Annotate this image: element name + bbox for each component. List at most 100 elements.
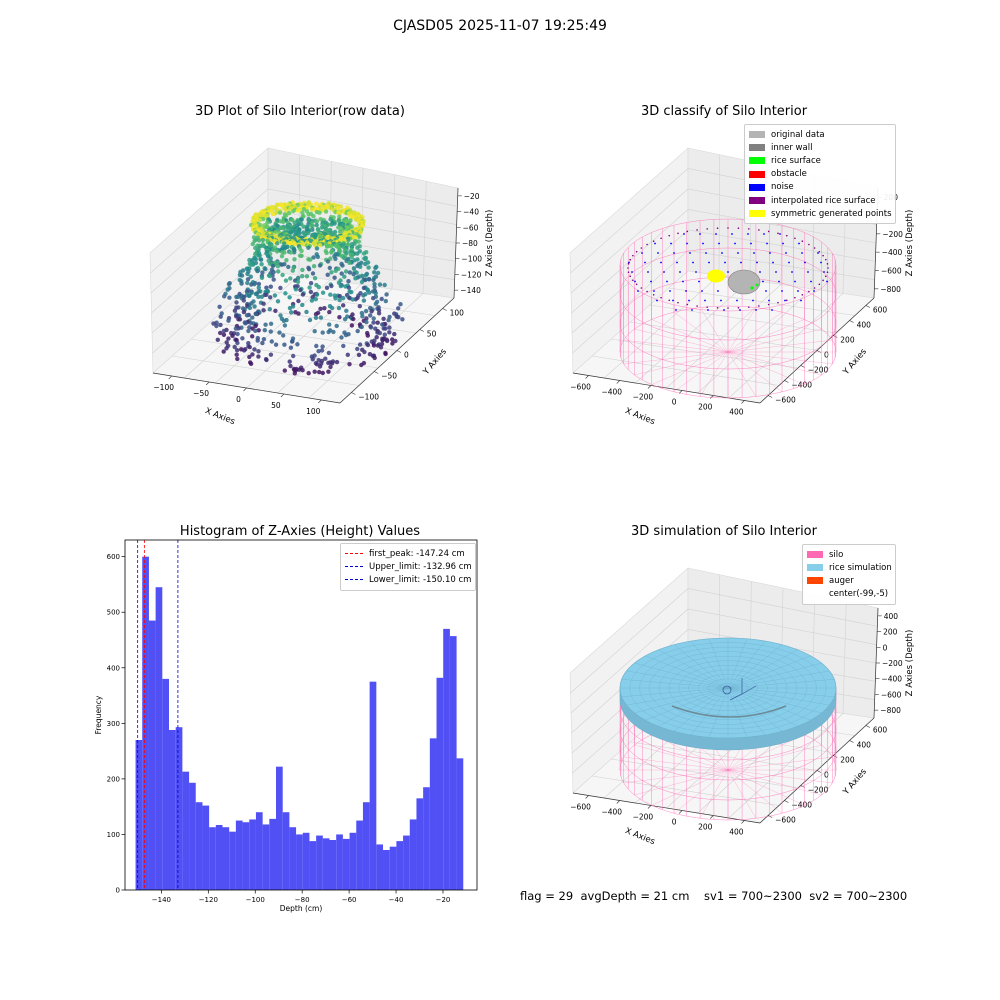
noise-point bbox=[823, 271, 825, 273]
data-point bbox=[350, 297, 355, 302]
data-point bbox=[275, 299, 281, 304]
interpolated-point bbox=[652, 240, 655, 243]
z-tick-label: −60 bbox=[463, 223, 479, 232]
noise-point bbox=[708, 261, 710, 264]
data-point bbox=[211, 321, 216, 326]
data-point bbox=[288, 363, 293, 369]
data-point bbox=[226, 336, 231, 341]
interpolated-point bbox=[758, 305, 760, 307]
noise-point bbox=[723, 309, 725, 311]
noise-point bbox=[804, 261, 806, 264]
data-point bbox=[252, 304, 257, 309]
histogram-bar bbox=[356, 820, 363, 890]
data-point bbox=[390, 341, 395, 346]
histogram-bar bbox=[222, 827, 230, 890]
noise-point bbox=[731, 233, 733, 235]
noise-point bbox=[657, 252, 659, 254]
data-point bbox=[318, 306, 323, 311]
data-point bbox=[364, 319, 369, 325]
histogram-bar bbox=[369, 681, 377, 890]
data-point bbox=[366, 265, 371, 270]
data-point bbox=[258, 257, 264, 262]
histogram-bar bbox=[443, 628, 450, 890]
data-point bbox=[289, 339, 295, 344]
noise-point bbox=[689, 252, 691, 254]
legend-item: inner wall bbox=[749, 141, 891, 154]
data-point bbox=[250, 352, 255, 357]
data-point bbox=[357, 342, 363, 347]
data-point bbox=[318, 243, 323, 248]
data-point bbox=[361, 285, 367, 291]
data-point bbox=[358, 264, 363, 269]
data-point bbox=[218, 330, 223, 336]
data-point bbox=[311, 255, 316, 260]
silo-floor-spoke bbox=[623, 769, 729, 784]
noise-point bbox=[705, 252, 707, 254]
data-point bbox=[329, 244, 334, 249]
data-point bbox=[287, 305, 293, 311]
data-point bbox=[292, 250, 297, 255]
figure-suptitle: CJASD05 2025-11-07 19:25:49 bbox=[393, 18, 607, 34]
data-point bbox=[282, 241, 287, 246]
data-point bbox=[365, 342, 371, 348]
chart1-points bbox=[211, 200, 405, 376]
silo-floor-spoke bbox=[634, 328, 729, 353]
x-tick bbox=[647, 805, 652, 809]
silo-floor-spoke bbox=[673, 769, 729, 814]
interpolated-point bbox=[822, 254, 824, 257]
data-point bbox=[245, 280, 250, 286]
interpolated-point bbox=[767, 230, 770, 233]
data-point bbox=[255, 338, 260, 343]
data-point bbox=[372, 285, 377, 290]
data-point bbox=[235, 356, 240, 362]
legend-label: interpolated rice surface bbox=[771, 195, 876, 206]
data-point bbox=[276, 269, 281, 274]
histogram-bar bbox=[456, 758, 464, 890]
legend-item: obstacle bbox=[749, 168, 891, 181]
data-point bbox=[314, 362, 320, 367]
noise-point bbox=[715, 233, 717, 235]
noise-point bbox=[647, 271, 649, 273]
noise-point bbox=[798, 242, 800, 245]
x-tick bbox=[678, 810, 683, 814]
noise-point bbox=[686, 242, 688, 245]
y-tick-label: −100 bbox=[358, 393, 379, 402]
y-tick bbox=[784, 800, 789, 803]
noise-point bbox=[673, 252, 675, 254]
data-point bbox=[279, 262, 284, 267]
silo-floor-spoke bbox=[673, 312, 729, 353]
silo-floor-spoke bbox=[727, 351, 805, 385]
y-tick bbox=[396, 350, 402, 353]
interpolated-point bbox=[825, 258, 827, 261]
data-point bbox=[261, 337, 267, 342]
data-point bbox=[338, 283, 343, 289]
data-point bbox=[235, 340, 240, 346]
data-point bbox=[295, 279, 301, 284]
data-point bbox=[351, 272, 356, 277]
x-tick bbox=[616, 800, 620, 804]
data-point bbox=[299, 253, 304, 258]
silo-floor-spoke bbox=[651, 769, 729, 806]
data-point bbox=[327, 265, 332, 271]
noise-point bbox=[739, 309, 741, 311]
y-tick bbox=[784, 380, 789, 383]
data-point bbox=[353, 276, 358, 281]
noise-point bbox=[797, 290, 799, 292]
y-tick-label: 600 bbox=[873, 306, 888, 315]
histogram-bar bbox=[403, 835, 410, 890]
data-point bbox=[387, 330, 392, 335]
y-tick-label: 0 bbox=[404, 351, 409, 360]
data-point bbox=[298, 287, 303, 293]
data-point bbox=[300, 274, 305, 279]
data-point bbox=[296, 298, 301, 304]
chart2-title: 3D classify of Silo Interior bbox=[640, 104, 808, 119]
auger-axis bbox=[729, 693, 743, 701]
chart2-classified-points bbox=[627, 227, 829, 311]
data-point bbox=[269, 339, 274, 344]
y-tick-label: 50 bbox=[427, 330, 437, 339]
data-point bbox=[356, 352, 362, 358]
histogram-bar bbox=[276, 766, 283, 890]
data-point bbox=[312, 329, 317, 334]
histogram-bar bbox=[262, 824, 270, 890]
x-tick bbox=[168, 375, 172, 380]
